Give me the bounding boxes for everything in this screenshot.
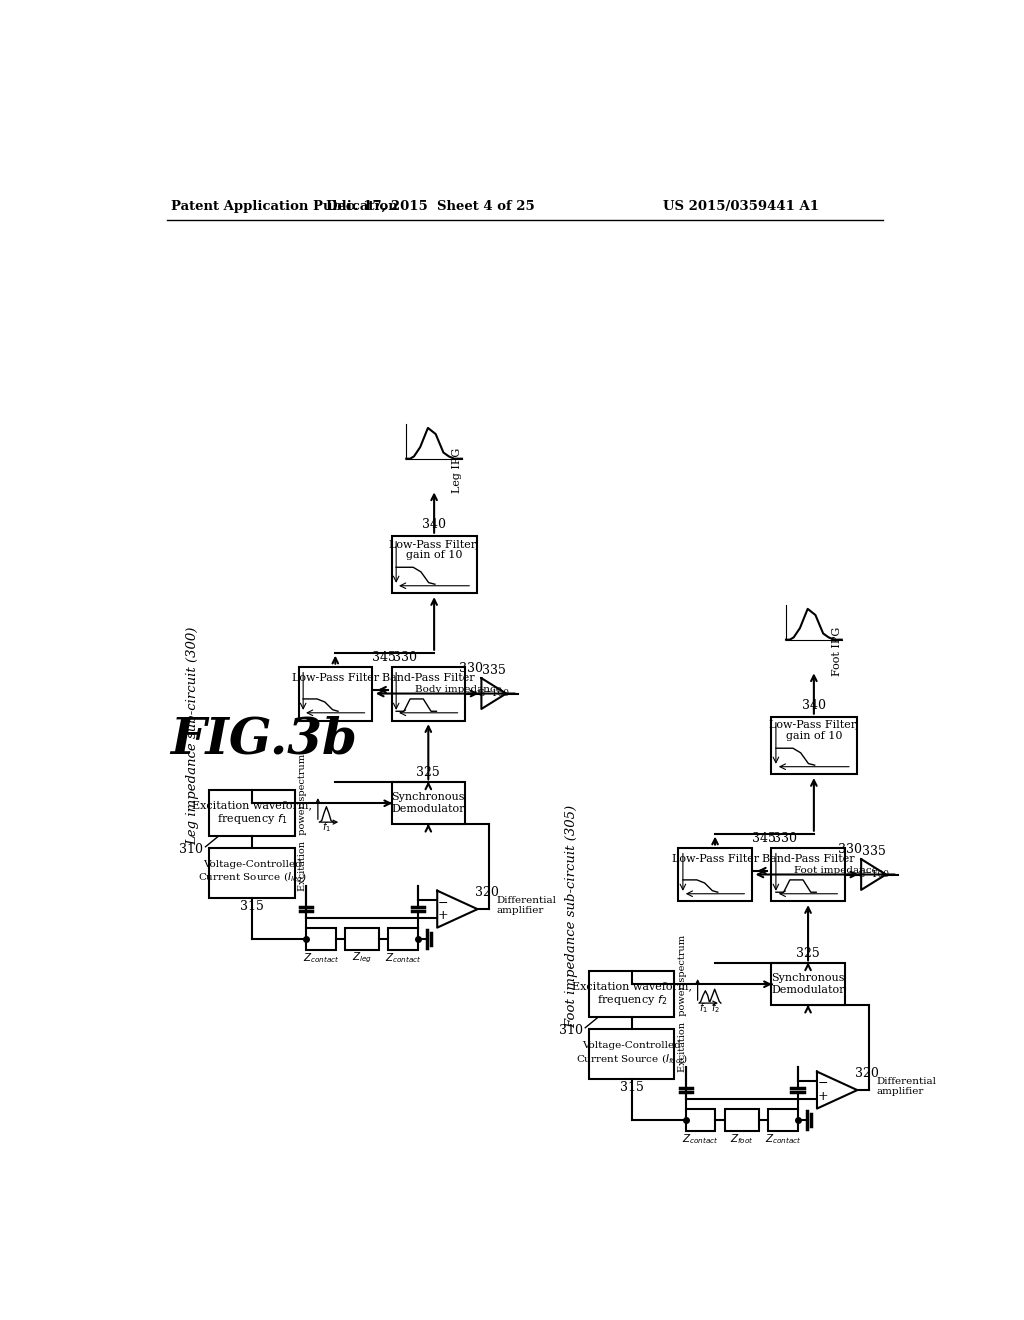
Text: 310: 310	[179, 843, 203, 857]
Text: Differential
amplifier: Differential amplifier	[497, 895, 557, 915]
Bar	[686, 1109, 716, 1131]
Text: Low-Pass Filter,
gain of 10: Low-Pass Filter, gain of 10	[389, 539, 479, 561]
Text: Excitation  power spectrum: Excitation power spectrum	[298, 754, 307, 891]
Text: 345: 345	[752, 832, 775, 845]
Bar	[209, 847, 295, 898]
Text: Body impedance: Body impedance	[415, 685, 502, 694]
Text: FIG.3b: FIG.3b	[171, 715, 357, 764]
Text: Band-Pass Filter: Band-Pass Filter	[762, 854, 854, 865]
Text: $f_2$: $f_2$	[711, 1001, 720, 1015]
Polygon shape	[861, 859, 886, 890]
Text: −: −	[438, 896, 449, 909]
Text: Low-Pass Filter: Low-Pass Filter	[292, 673, 379, 684]
Text: 325: 325	[797, 948, 820, 961]
Text: Synchronous
Demodulator: Synchronous Demodulator	[771, 973, 845, 995]
Text: Foot IPG: Foot IPG	[833, 627, 842, 676]
Text: 320: 320	[475, 886, 499, 899]
Bar	[209, 789, 295, 836]
Text: +: +	[438, 908, 449, 921]
Bar	[589, 1028, 675, 1078]
Text: Synchronous
Demodulator: Synchronous Demodulator	[391, 792, 465, 814]
Text: +: +	[818, 1090, 828, 1102]
Bar	[771, 847, 845, 902]
Text: Low-Pass Filter: Low-Pass Filter	[672, 854, 759, 865]
Bar	[345, 928, 379, 950]
Text: Foot impedance sub-circuit (305): Foot impedance sub-circuit (305)	[565, 805, 579, 1028]
Text: Excitation  power spectrum: Excitation power spectrum	[678, 935, 687, 1072]
Text: Voltage-Controlled
Current Source ($I_{leg}$): Voltage-Controlled Current Source ($I_{l…	[198, 859, 306, 886]
Bar	[391, 781, 465, 825]
Text: 335: 335	[861, 845, 886, 858]
Bar	[678, 847, 752, 902]
Text: $Z_{contact}$: $Z_{contact}$	[303, 950, 339, 965]
Polygon shape	[437, 891, 477, 928]
Text: 340: 340	[422, 519, 446, 532]
Text: $Z_{foot}$: $Z_{foot}$	[730, 1131, 754, 1146]
Text: 315: 315	[240, 900, 264, 913]
Text: Excitation waveform,
frequency $f_1$: Excitation waveform, frequency $f_1$	[193, 800, 312, 826]
Bar	[306, 928, 336, 950]
Text: Voltage-Controlled
Current Source ($I_{foot}$): Voltage-Controlled Current Source ($I_{f…	[575, 1041, 688, 1065]
Text: Excitation waveform,
frequency $f_2$: Excitation waveform, frequency $f_2$	[571, 981, 692, 1007]
Text: Dec. 17, 2015  Sheet 4 of 25: Dec. 17, 2015 Sheet 4 of 25	[326, 199, 535, 213]
Bar	[388, 928, 418, 950]
Bar	[768, 1109, 798, 1131]
Text: G=100: G=100	[478, 689, 510, 698]
Text: 330: 330	[393, 651, 417, 664]
Text: G=100: G=100	[857, 870, 890, 879]
Polygon shape	[481, 678, 506, 709]
Text: 325: 325	[417, 767, 440, 779]
Text: Leg IPG: Leg IPG	[453, 447, 463, 492]
Text: Band-Pass Filter: Band-Pass Filter	[382, 673, 475, 684]
Text: $Z_{leg}$: $Z_{leg}$	[352, 950, 372, 965]
Text: Foot impedance: Foot impedance	[795, 866, 879, 875]
Text: 315: 315	[620, 1081, 644, 1094]
Bar	[391, 667, 465, 721]
Text: US 2015/0359441 A1: US 2015/0359441 A1	[663, 199, 819, 213]
Bar	[771, 964, 845, 1006]
Text: $f_1$: $f_1$	[322, 820, 331, 834]
Text: −: −	[818, 1077, 828, 1090]
Bar	[391, 536, 477, 594]
Bar	[771, 717, 856, 775]
Text: 340: 340	[802, 700, 826, 713]
Text: Leg impedance sub-circuit (300): Leg impedance sub-circuit (300)	[185, 627, 199, 845]
Text: 345: 345	[372, 651, 395, 664]
Text: 330: 330	[773, 832, 797, 845]
Text: Differential
amplifier: Differential amplifier	[877, 1077, 937, 1096]
Text: 320: 320	[855, 1067, 879, 1080]
Bar	[589, 970, 675, 1016]
Text: 310: 310	[559, 1024, 583, 1038]
Text: $f_1$: $f_1$	[699, 1001, 709, 1015]
Text: 335: 335	[482, 664, 506, 677]
Text: 330: 330	[459, 663, 482, 676]
Polygon shape	[817, 1072, 857, 1109]
Text: $Z_{contact}$: $Z_{contact}$	[765, 1131, 801, 1146]
Text: Low-Pass Filter,
gain of 10: Low-Pass Filter, gain of 10	[769, 719, 858, 742]
Text: 330: 330	[839, 843, 862, 857]
Bar	[299, 667, 372, 721]
Text: Patent Application Publication: Patent Application Publication	[171, 199, 397, 213]
Bar	[725, 1109, 759, 1131]
Text: $Z_{contact}$: $Z_{contact}$	[682, 1131, 719, 1146]
Text: $Z_{contact}$: $Z_{contact}$	[385, 950, 422, 965]
